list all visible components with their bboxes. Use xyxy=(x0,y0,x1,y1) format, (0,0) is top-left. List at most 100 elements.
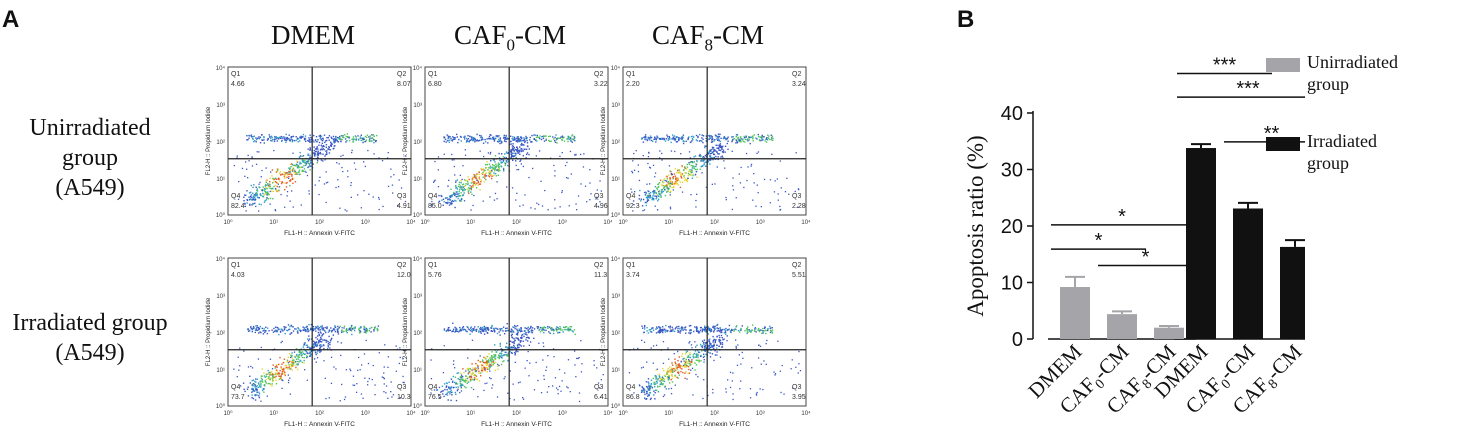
scatter-point xyxy=(269,382,271,385)
scatter-point xyxy=(273,376,275,378)
scatter-point xyxy=(738,140,740,142)
scatter-point xyxy=(442,372,445,374)
scatter-point xyxy=(707,152,710,155)
scatter-point xyxy=(639,189,641,192)
scatter-point xyxy=(309,154,311,156)
scatter-point xyxy=(471,339,474,341)
scatter-point xyxy=(504,153,506,155)
scatter-point xyxy=(289,368,291,370)
scatter-point xyxy=(565,177,568,179)
scatter-point xyxy=(554,175,556,177)
scatter-point xyxy=(313,328,315,330)
scatter-point xyxy=(517,382,520,384)
scatter-point xyxy=(290,166,292,168)
scatter-point xyxy=(735,328,737,331)
scatter-point xyxy=(662,367,664,370)
scatter-point xyxy=(512,383,514,385)
scatter-point xyxy=(662,179,665,181)
scatter-point xyxy=(312,344,315,346)
x-tick-label: 10⁰ xyxy=(223,219,233,226)
scatter-point xyxy=(289,328,291,330)
scatter-point xyxy=(650,384,652,386)
scatter-point xyxy=(297,358,300,360)
scatter-point xyxy=(711,346,713,348)
scatter-point xyxy=(521,333,524,336)
scatter-point xyxy=(479,183,482,185)
scatter-point xyxy=(313,141,315,143)
scatter-point xyxy=(298,169,301,171)
scatter-point xyxy=(378,208,380,211)
scatter-point xyxy=(722,339,724,341)
scatter-point xyxy=(649,138,651,141)
scatter-point xyxy=(460,140,462,142)
scatter-point xyxy=(689,329,691,331)
scatter-point xyxy=(766,137,768,139)
scatter-point xyxy=(645,381,647,383)
scatter-point xyxy=(567,138,569,140)
scatter-point xyxy=(243,196,245,198)
scatter-point xyxy=(479,136,482,139)
scatter-point xyxy=(557,331,559,334)
scatter-point xyxy=(646,200,648,202)
scatter-point xyxy=(479,372,482,374)
scatter-point xyxy=(483,169,485,171)
scatter-point xyxy=(470,187,472,189)
scatter-point xyxy=(767,134,769,136)
scatter-point xyxy=(316,357,319,359)
scatter-point xyxy=(316,154,318,156)
scatter-point xyxy=(669,170,671,172)
scatter-point xyxy=(740,363,742,365)
scatter-point xyxy=(589,169,591,171)
scatter-point xyxy=(469,187,471,190)
scatter-point xyxy=(450,203,452,206)
quadrant-q3-value: 2.28 xyxy=(792,203,806,210)
scatter-point xyxy=(295,328,297,330)
scatter-point xyxy=(677,179,680,182)
scatter-point xyxy=(290,356,292,359)
scatter-point xyxy=(354,135,357,137)
scatter-point xyxy=(481,368,483,370)
scatter-point xyxy=(347,136,349,138)
plot-frame xyxy=(227,257,412,407)
scatter-point xyxy=(283,370,285,372)
scatter-point xyxy=(284,332,286,335)
scatter-point xyxy=(275,369,278,371)
scatter-point xyxy=(297,164,299,167)
scatter-point xyxy=(454,367,456,369)
scatter-point xyxy=(299,161,301,163)
scatter-point xyxy=(672,176,675,178)
scatter-point xyxy=(655,377,658,379)
scatter-point xyxy=(472,328,474,330)
x-tick-label: 10⁴ xyxy=(603,410,613,417)
scatter-point xyxy=(707,327,710,330)
scatter-point xyxy=(287,324,290,326)
scatter-point xyxy=(509,150,512,153)
scatter-point xyxy=(654,176,656,178)
scatter-point xyxy=(704,154,707,157)
scatter-point xyxy=(258,138,261,140)
scatter-point xyxy=(463,188,465,190)
scatter-point xyxy=(763,327,766,330)
scatter-point xyxy=(713,156,715,159)
y-tick-label: 10² xyxy=(611,140,620,146)
scatter-point xyxy=(300,353,302,355)
scatter-point xyxy=(646,183,648,185)
scatter-point xyxy=(721,155,723,157)
scatter-point xyxy=(246,139,248,141)
quadrant-q2-label: Q2 xyxy=(397,262,406,269)
scatter-point xyxy=(318,180,320,182)
scatter-point xyxy=(281,340,283,342)
scatter-point xyxy=(511,138,513,140)
scatter-point xyxy=(529,136,531,139)
scatter-point xyxy=(527,331,530,333)
scatter-point xyxy=(702,356,705,358)
scatter-point xyxy=(488,175,491,178)
scatter-point xyxy=(540,138,543,141)
scatter-point xyxy=(298,356,300,358)
scatter-point xyxy=(236,157,238,159)
x-tick-label: 10³ xyxy=(756,220,765,226)
scatter-point xyxy=(445,385,448,387)
x-tick-label: 10⁴ xyxy=(406,219,416,226)
scatter-point xyxy=(283,329,286,331)
scatter-point xyxy=(255,386,257,388)
